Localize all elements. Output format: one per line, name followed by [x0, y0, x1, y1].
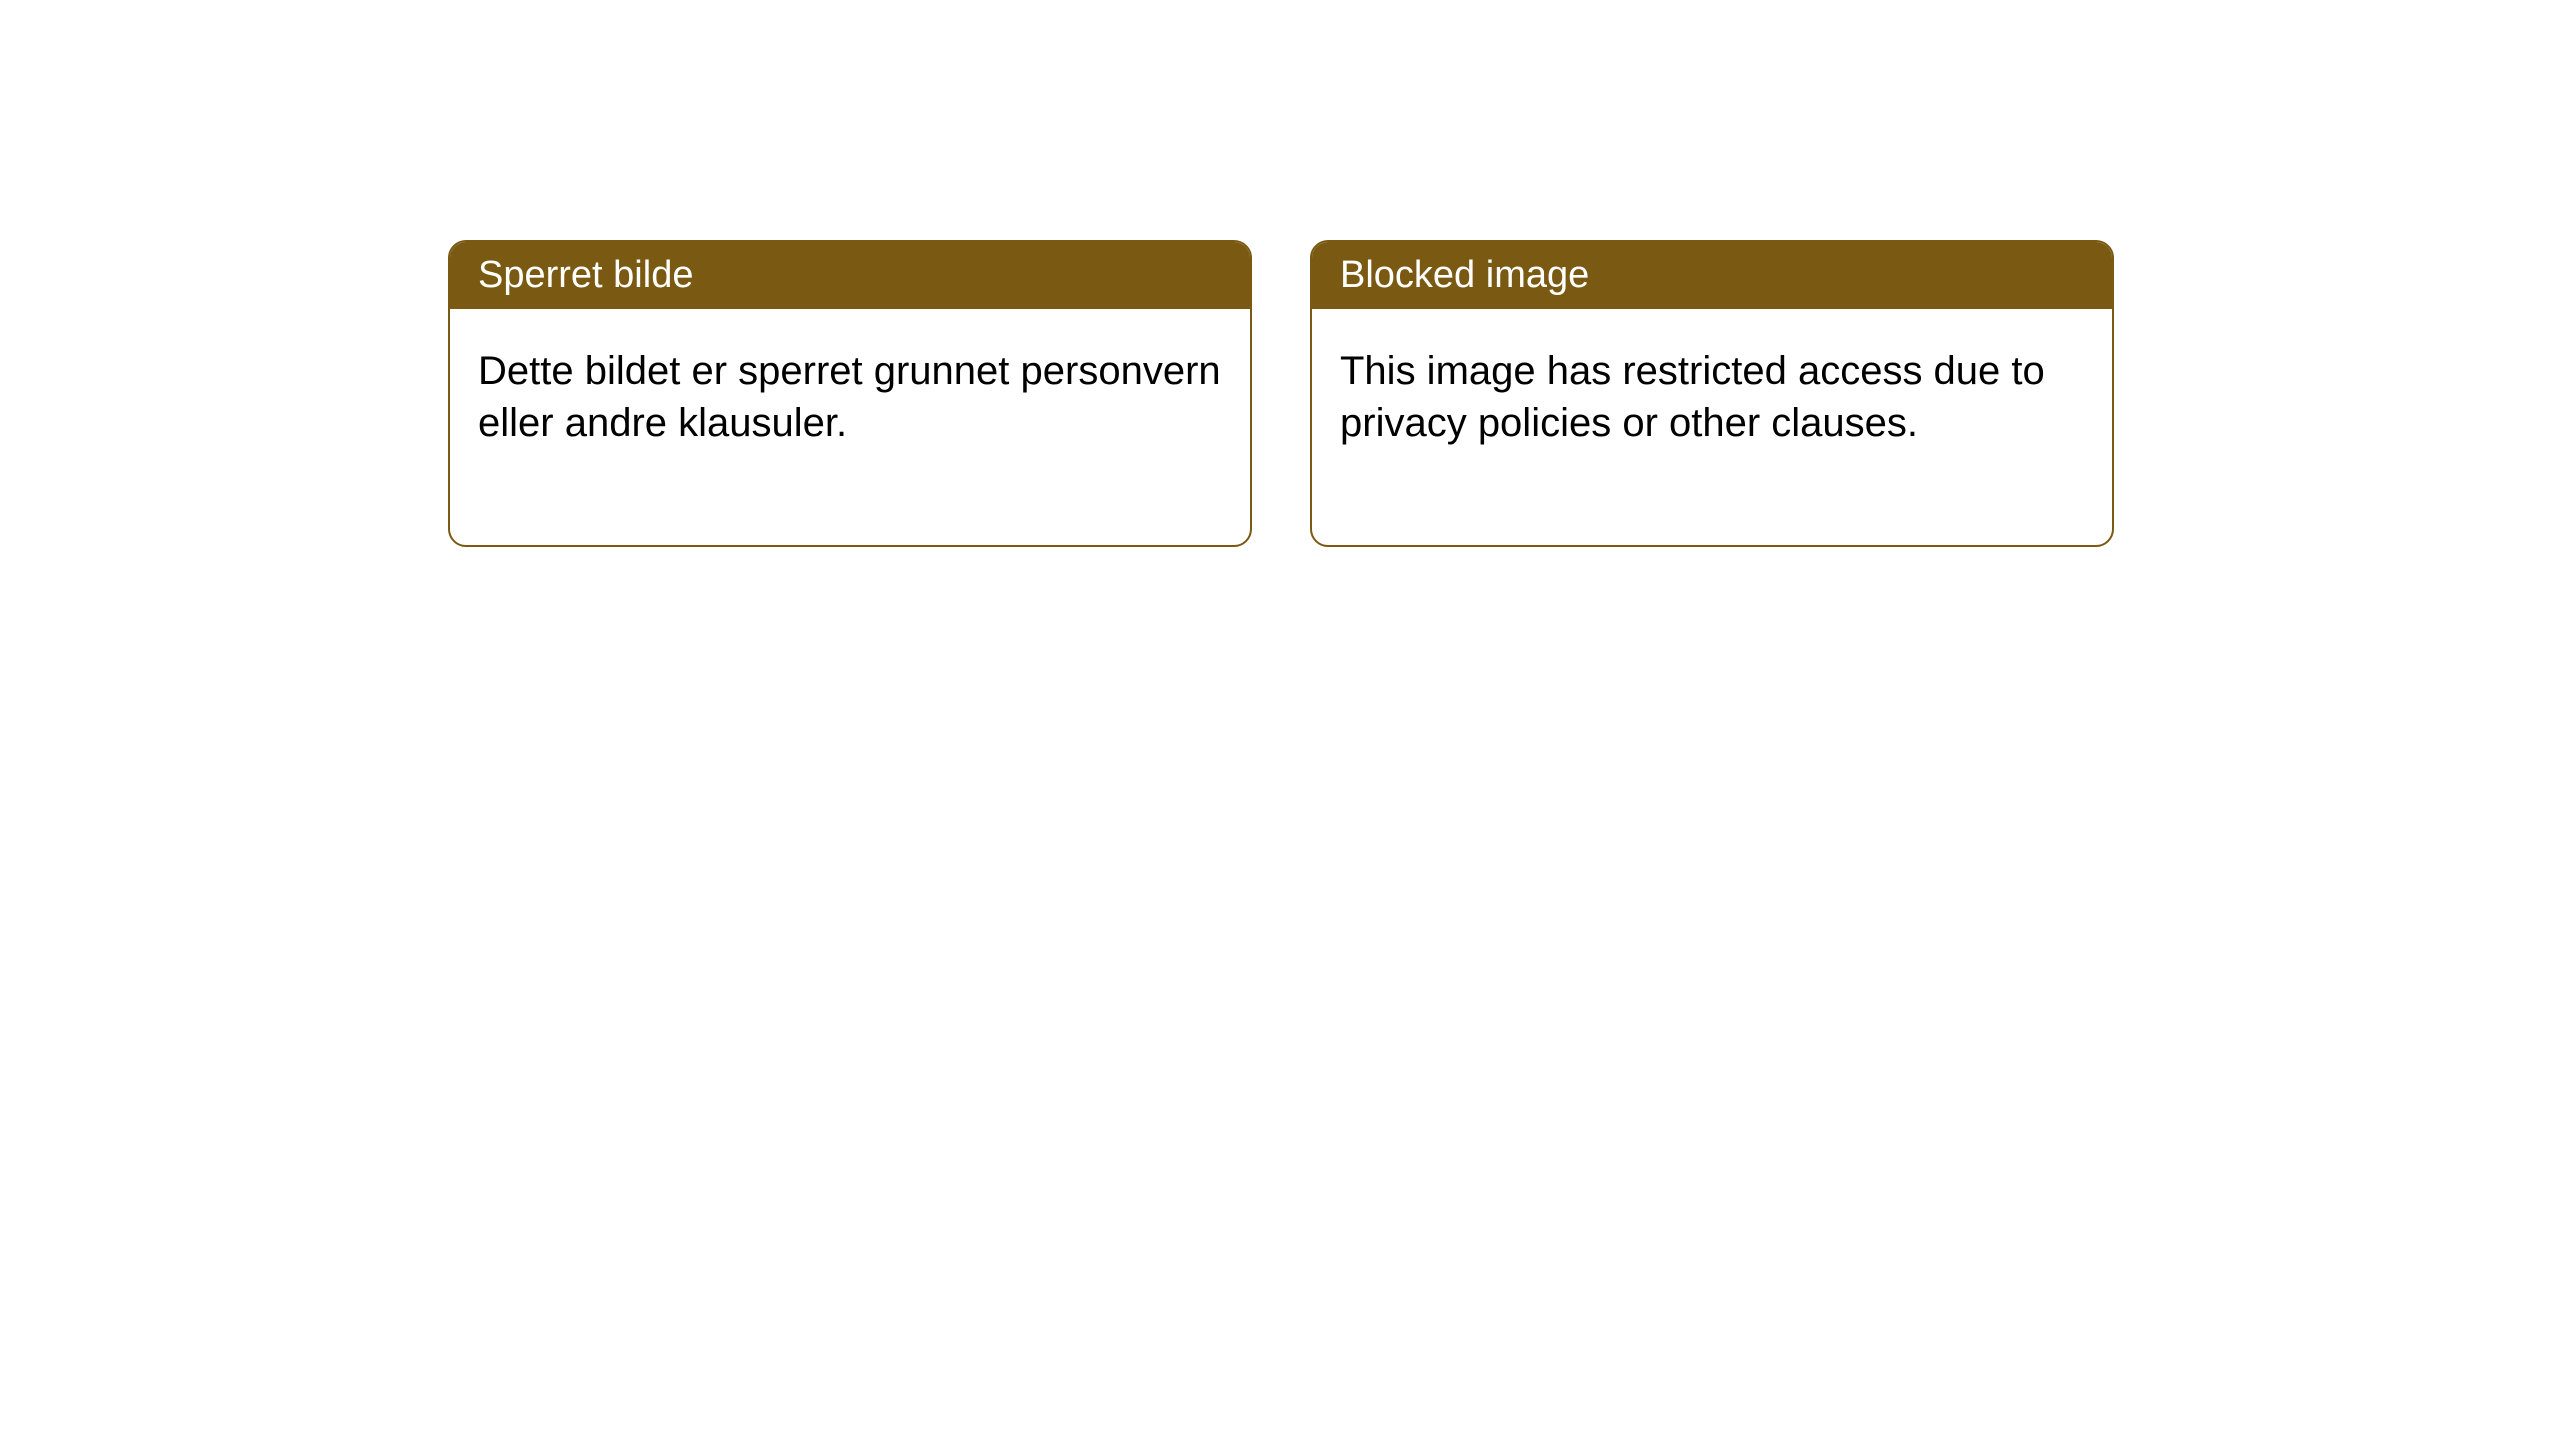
- notice-card-en: Blocked image This image has restricted …: [1310, 240, 2114, 547]
- notice-card-no: Sperret bilde Dette bildet er sperret gr…: [448, 240, 1252, 547]
- notice-body-no: Dette bildet er sperret grunnet personve…: [450, 309, 1250, 545]
- notice-title-en: Blocked image: [1312, 242, 2112, 309]
- notice-title-no: Sperret bilde: [450, 242, 1250, 309]
- notice-body-en: This image has restricted access due to …: [1312, 309, 2112, 545]
- notice-container: Sperret bilde Dette bildet er sperret gr…: [0, 0, 2560, 547]
